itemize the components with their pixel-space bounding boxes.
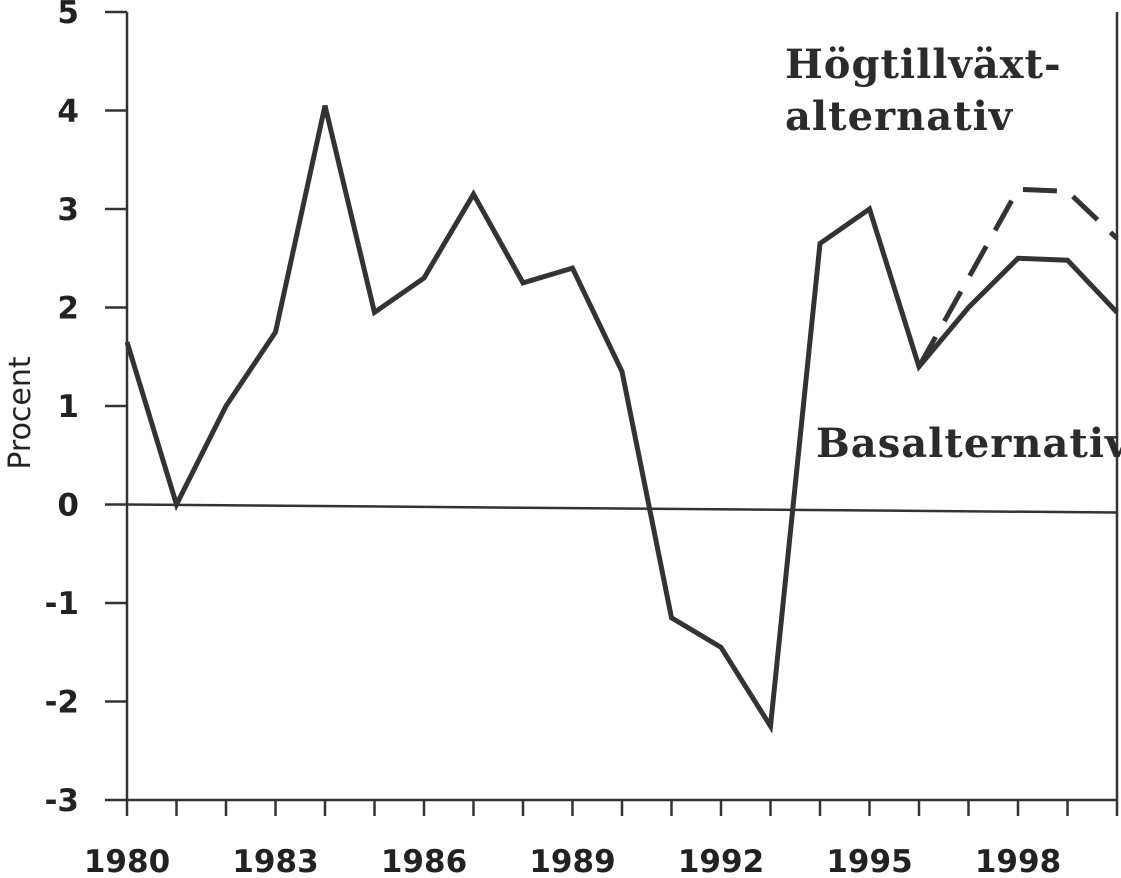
y-tick-label: 1 — [57, 389, 79, 425]
x-tick-label: 1992 — [678, 844, 764, 878]
x-tick-label: 1986 — [381, 844, 467, 878]
y-axis-title: Procent — [3, 356, 38, 470]
y-tick-label: 3 — [57, 192, 79, 228]
annotation-high-growth-line2: alternativ — [785, 93, 1014, 140]
x-tick-label: 1980 — [84, 844, 170, 878]
y-tick-label: -1 — [45, 586, 79, 622]
x-tick-label: 1989 — [529, 844, 615, 878]
series-line-high-growth — [916, 186, 1119, 368]
y-tick-label: 4 — [57, 94, 79, 130]
y-axis-ticks: 5 4 3 2 1 0 -1 -2 -3 — [45, 0, 127, 819]
y-tick-label: 5 — [57, 0, 79, 31]
annotation-high-growth-line1: Högtillväxt- — [785, 41, 1062, 88]
y-tick-label: 2 — [57, 291, 79, 327]
y-tick-label: -2 — [45, 685, 79, 721]
x-axis-ticks: 1980 1983 1986 1989 1992 1995 1998 — [84, 800, 1119, 878]
chart-series — [124, 105, 1119, 734]
annotation-base: Basalternativ — [816, 420, 1121, 467]
x-tick-label: 1998 — [975, 844, 1061, 878]
zero-reference-line — [126, 503, 1118, 514]
series-line-base — [124, 105, 1119, 734]
y-tick-label: 0 — [57, 488, 79, 524]
x-tick-label: 1995 — [826, 844, 912, 878]
y-tick-label: -3 — [45, 783, 79, 819]
x-tick-label: 1983 — [232, 844, 318, 878]
